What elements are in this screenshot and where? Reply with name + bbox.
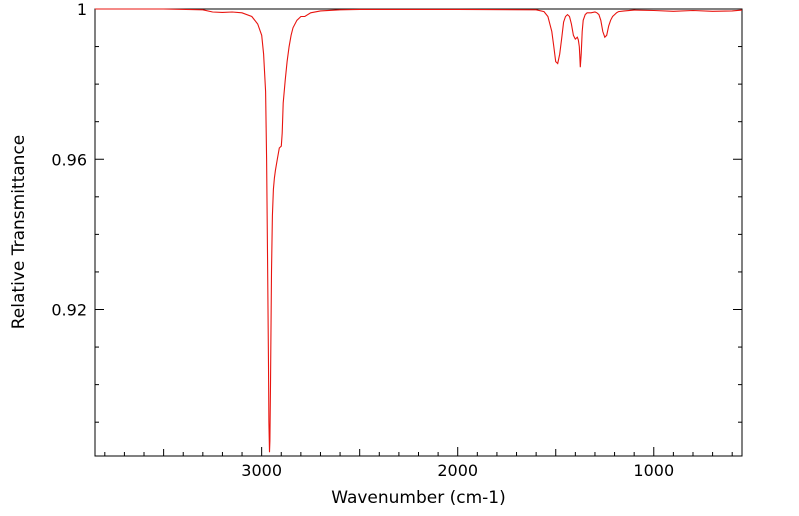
x-tick-label-3000: 3000 <box>241 461 282 480</box>
y-axis-title: Relative Transmittance <box>9 135 29 330</box>
y-tick-label-0.96: 0.96 <box>51 150 87 169</box>
y-tick-label-1: 1 <box>77 0 87 19</box>
x-tick-label-1000: 1000 <box>633 461 674 480</box>
series-line-transmittance <box>95 8 743 453</box>
plot-frame <box>94 8 743 457</box>
x-axis-ticks: 3000 2000 1000 <box>241 447 674 480</box>
x-tick-label-2000: 2000 <box>437 461 478 480</box>
minor-ticks <box>95 46 742 456</box>
y-axis-ticks: 1 0.96 0.92 <box>51 0 742 320</box>
y-tick-label-0.92: 0.92 <box>51 301 87 320</box>
x-axis-title: Wavenumber (cm-1) <box>331 488 506 508</box>
